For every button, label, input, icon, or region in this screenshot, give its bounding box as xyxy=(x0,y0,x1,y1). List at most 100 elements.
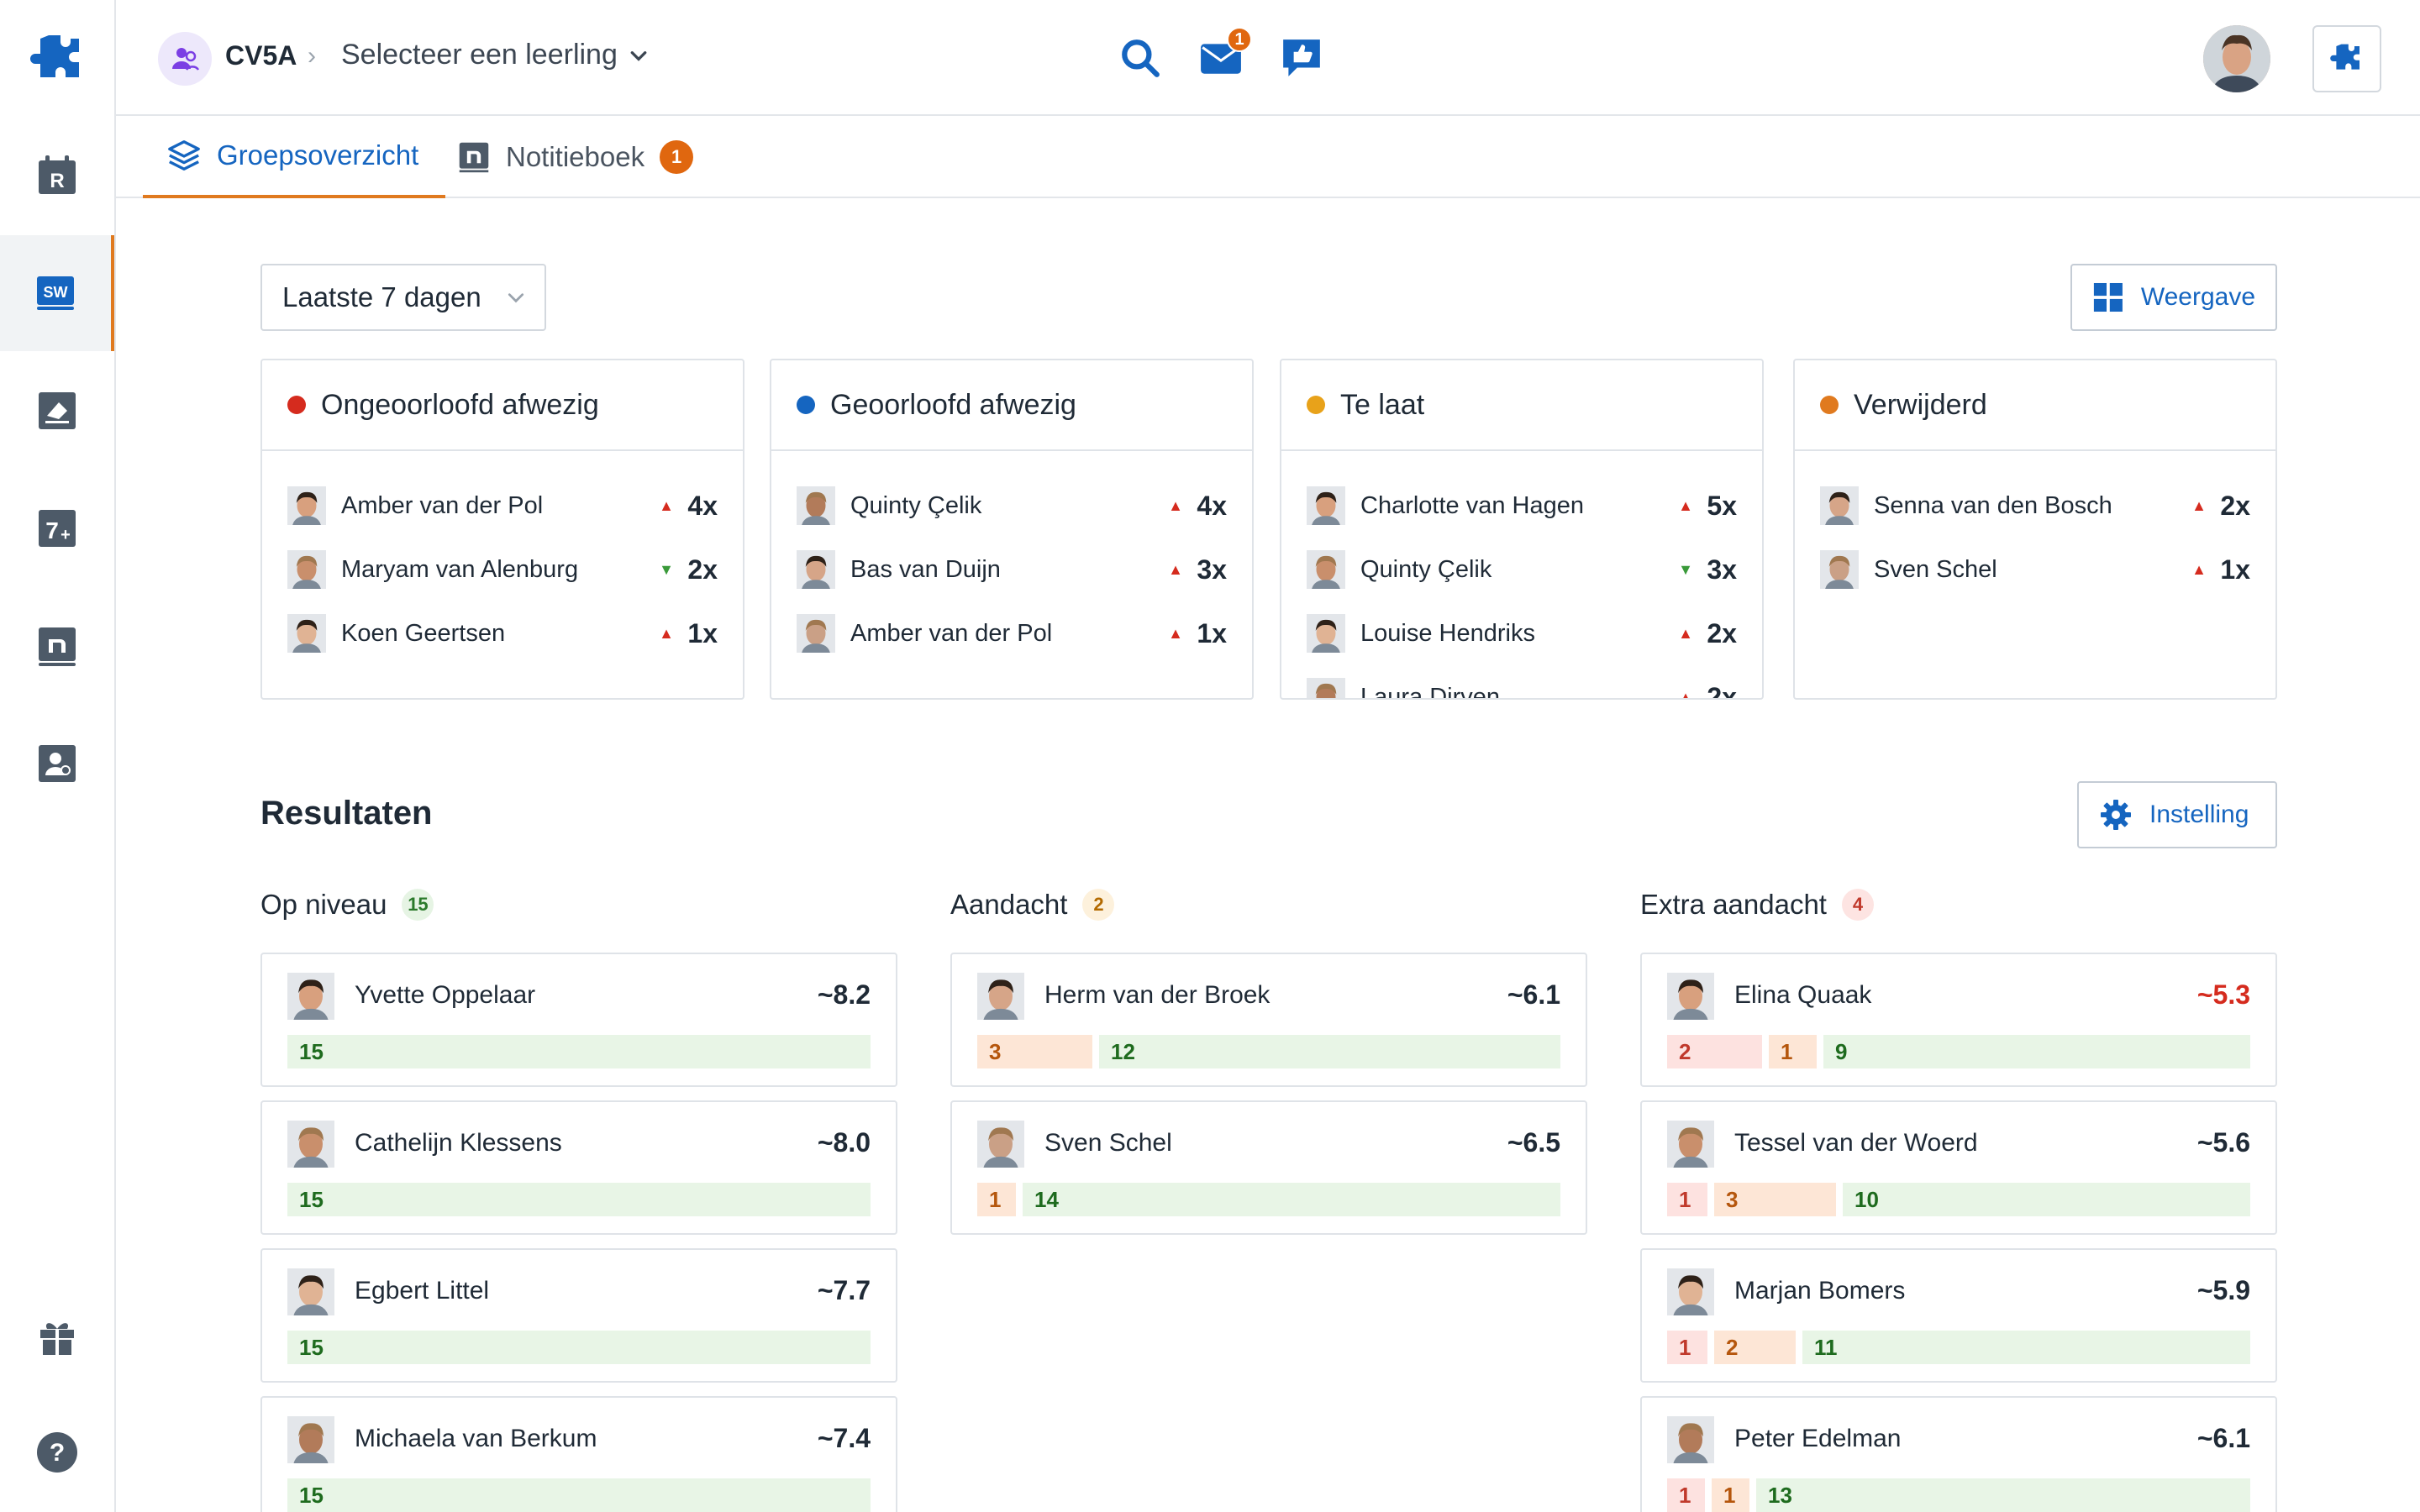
view-button[interactable]: Weergave xyxy=(2070,264,2277,331)
attendance-row[interactable]: Koen Geertsen ▲ 1x xyxy=(287,612,718,654)
results-column-label: Op niveau xyxy=(260,889,387,920)
attendance-row[interactable]: Senna van den Bosch ▲ 2x xyxy=(1820,485,2250,527)
score-distribution-bar: 15 xyxy=(287,1478,871,1512)
trend-up-icon: ▲ xyxy=(2191,496,2207,514)
average-score: ~8.0 xyxy=(817,1127,871,1158)
sidebar-item-opdrachten[interactable] xyxy=(0,353,114,469)
attendance-count: 2x xyxy=(1707,681,1737,700)
attendance-row[interactable]: Quinty Çelik ▲ 4x xyxy=(797,485,1227,527)
trend-up-icon: ▲ xyxy=(1678,496,1693,514)
score-segment-green: 11 xyxy=(1802,1331,2250,1364)
app-logo-icon[interactable] xyxy=(30,30,86,89)
student-name: Michaela van Berkum xyxy=(355,1425,597,1452)
attendance-row[interactable]: Sven Schel ▲ 1x xyxy=(1820,549,2250,591)
help-icon: ? xyxy=(37,1432,77,1473)
score-segment-red: 1 xyxy=(1667,1183,1707,1216)
feedback-button[interactable] xyxy=(1276,32,1328,84)
svg-text:SW: SW xyxy=(44,284,68,301)
view-button-label: Weergave xyxy=(2140,283,2255,311)
results-column-count: 15 xyxy=(402,889,434,921)
student-avatar xyxy=(1667,973,1714,1020)
grades-icon: 7 + xyxy=(39,510,76,547)
student-avatar xyxy=(287,486,326,525)
student-name: Koen Geertsen xyxy=(341,619,506,647)
attendance-row[interactable]: Maryam van Alenburg ▼ 2x xyxy=(287,549,718,591)
svg-text:7: 7 xyxy=(45,517,59,543)
student-avatar xyxy=(287,614,326,653)
student-name: Sven Schel xyxy=(1044,1129,1172,1157)
score-segment-green: 10 xyxy=(1843,1183,2250,1216)
student-select-dropdown[interactable]: Selecteer een leerling xyxy=(341,39,648,71)
trend-up-icon: ▲ xyxy=(659,496,674,514)
period-select[interactable]: Laatste 7 dagen xyxy=(260,264,546,331)
student-name: Senna van den Bosch xyxy=(1874,491,2112,519)
student-result-card[interactable]: Cathelijn Klessens ~8.0 15 xyxy=(260,1100,897,1235)
sidebar-item-rooster[interactable]: R xyxy=(0,118,114,234)
puzzle-icon xyxy=(2330,44,2360,70)
results-column-title: Op niveau 15 xyxy=(260,889,434,921)
sidebar-item-notitieboek[interactable] xyxy=(0,588,114,704)
gear-icon xyxy=(2101,800,2131,830)
attendance-row[interactable]: Charlotte van Hagen ▲ 5x xyxy=(1307,485,1737,527)
attendance-card: Verwijderd Senna van den Bosch ▲ 2x Sven Sch… xyxy=(1793,359,2277,700)
sw-icon: SW xyxy=(37,276,74,310)
attendance-row[interactable]: Louise Hendriks ▲ 2x xyxy=(1307,612,1737,654)
user-avatar[interactable] xyxy=(2203,25,2270,92)
student-result-card[interactable]: Peter Edelman ~6.1 1 1 13 xyxy=(1640,1396,2277,1512)
search-icon xyxy=(1122,39,1160,77)
sidebar-item-leerlingen[interactable] xyxy=(0,706,114,822)
score-distribution-bar: 1 1 13 xyxy=(1667,1478,2250,1512)
sidebar: R SW 7 + xyxy=(0,0,116,1512)
apps-button[interactable] xyxy=(2312,25,2381,92)
trend-up-icon: ▲ xyxy=(1168,560,1183,578)
attendance-card-title: Geoorloofd afwezig xyxy=(830,388,1076,421)
breadcrumb-chevron-icon: › xyxy=(308,42,316,70)
attendance-count: 1x xyxy=(687,617,718,648)
student-result-card[interactable]: Marjan Bomers ~5.9 1 2 11 xyxy=(1640,1248,2277,1383)
score-segment-red: 1 xyxy=(1667,1478,1705,1512)
attendance-count: 1x xyxy=(2220,554,2250,585)
student-avatar xyxy=(1820,550,1859,589)
tab-groepsoverzicht[interactable]: Groepsoverzicht xyxy=(143,116,446,198)
results-column-count: 2 xyxy=(1082,889,1115,921)
score-distribution-bar: 1 14 xyxy=(977,1183,1560,1216)
student-result-card[interactable]: Sven Schel ~6.5 1 14 xyxy=(950,1100,1587,1235)
attendance-count: 1x xyxy=(1197,617,1227,648)
student-result-card[interactable]: Michaela van Berkum ~7.4 15 xyxy=(260,1396,897,1512)
attendance-row[interactable]: Bas van Duijn ▲ 3x xyxy=(797,549,1227,591)
score-segment-green: 15 xyxy=(287,1478,871,1512)
settings-button[interactable]: Instelling xyxy=(2077,781,2277,848)
student-result-card[interactable]: Egbert Littel ~7.7 15 xyxy=(260,1248,897,1383)
tab-notitieboek-badge: 1 xyxy=(660,140,694,174)
student-result-card[interactable]: Herm van der Broek ~6.1 3 12 xyxy=(950,953,1587,1087)
attendance-row[interactable]: Quinty Çelik ▼ 3x xyxy=(1307,549,1737,591)
attendance-row[interactable]: Amber van der Pol ▲ 4x xyxy=(287,485,718,527)
sidebar-item-studiewijzer[interactable]: SW xyxy=(0,235,114,351)
group-name[interactable]: CV5A xyxy=(225,40,297,71)
sidebar-item-cijfers[interactable]: 7 + xyxy=(0,470,114,586)
sidebar-item-help[interactable]: ? xyxy=(0,1394,114,1510)
attendance-count: 2x xyxy=(2220,490,2250,521)
results-column-label: Extra aandacht xyxy=(1640,889,1827,920)
score-segment-orange: 1 xyxy=(1769,1035,1817,1068)
group-avatar xyxy=(158,32,212,86)
student-result-card[interactable]: Tessel van der Woerd ~5.6 1 3 10 xyxy=(1640,1100,2277,1235)
tab-notitieboek[interactable]: Notitieboek 1 xyxy=(457,116,694,198)
attendance-row[interactable]: Amber van der Pol ▲ 1x xyxy=(797,612,1227,654)
attendance-card-title: Verwijderd xyxy=(1854,388,1987,421)
trend-up-icon: ▲ xyxy=(1678,624,1693,642)
attendance-count: 2x xyxy=(1707,617,1737,648)
chevron-down-icon xyxy=(630,50,647,61)
student-result-card[interactable]: Elina Quaak ~5.3 2 1 9 xyxy=(1640,953,2277,1087)
mail-button[interactable]: 1 xyxy=(1195,27,1252,84)
notebook-icon xyxy=(39,627,76,666)
student-name: Laura Dirven xyxy=(1360,683,1501,700)
attendance-row[interactable]: Laura Dirven ▲ 2x xyxy=(1307,676,1737,700)
search-button[interactable] xyxy=(1114,32,1166,84)
status-dot-icon xyxy=(1307,396,1325,414)
student-avatar xyxy=(287,1416,334,1463)
student-result-card[interactable]: Yvette Oppelaar ~8.2 15 xyxy=(260,953,897,1087)
sidebar-item-gift[interactable] xyxy=(0,1278,114,1394)
chevron-down-icon xyxy=(508,293,523,303)
